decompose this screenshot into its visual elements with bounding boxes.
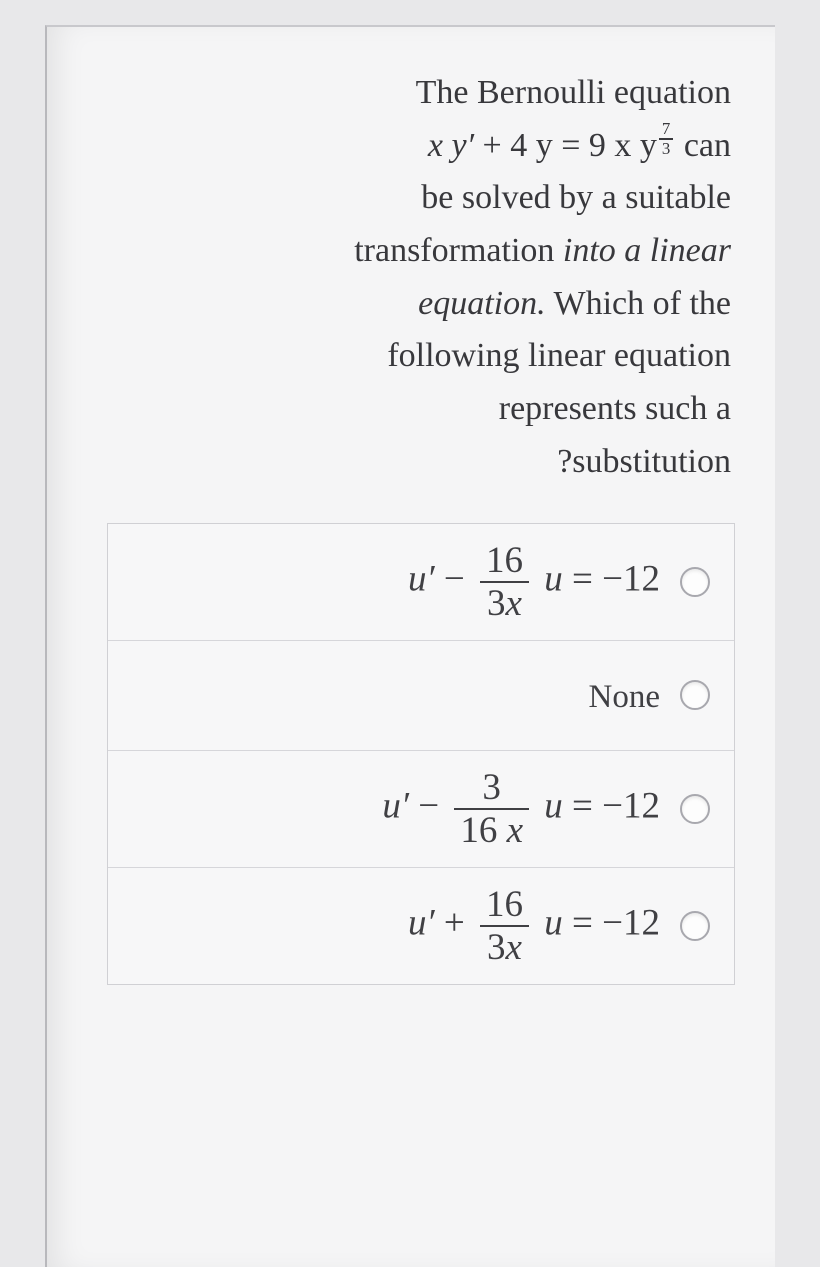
question-line-4: transformation into a linear <box>107 225 731 278</box>
opt-none-label: None <box>589 679 660 715</box>
question-line-7: represents such a <box>107 383 731 436</box>
option-text: None <box>126 674 680 717</box>
question-line-3: be solved by a suitable <box>107 172 731 225</box>
eq-lhs-prefix: x y <box>428 127 467 164</box>
option-equation: u′ − 163x u = −12 <box>126 542 680 622</box>
eq-lhs-mid: + 4 y = 9 x y <box>474 127 657 164</box>
eq-exp-num: 7 <box>659 120 673 140</box>
opt-frac-num: 16 <box>480 542 529 583</box>
question-line-2-suffix: can <box>684 127 731 164</box>
question-line-5: equation. Which of the <box>107 278 731 331</box>
opt-frac-num: 3 <box>454 769 529 810</box>
opt-sign: − <box>435 558 474 599</box>
opt-sign: − <box>409 785 448 826</box>
option-equation: u′ + 163x u = −12 <box>126 886 680 966</box>
radio-button[interactable] <box>680 794 710 824</box>
question-line-1: The Bernoulli equation <box>107 67 731 120</box>
opt-uprime: u′ <box>408 902 435 943</box>
opt-sign: + <box>435 902 474 943</box>
question-line-2: x y′ + 4 y = 9 x y73 can <box>107 120 731 173</box>
eq-exp-den: 3 <box>659 140 673 158</box>
question-line-4b: into a linear <box>563 232 731 269</box>
question-line-5b: Which of the <box>546 285 731 322</box>
radio-button[interactable] <box>680 567 710 597</box>
radio-button[interactable] <box>680 911 710 941</box>
opt-tail: u = −12 <box>535 558 660 599</box>
opt-uprime: u′ <box>408 558 435 599</box>
eq-prime: ′ <box>467 127 474 164</box>
opt-frac-num: 16 <box>480 886 529 927</box>
option-row[interactable]: u′ − 316 x u = −12 <box>108 751 734 868</box>
question-text: The Bernoulli equation x y′ + 4 y = 9 x … <box>107 67 735 489</box>
opt-frac-den: 3x <box>487 583 522 624</box>
question-line-8: ?substitution <box>107 436 731 489</box>
opt-uprime: u′ <box>382 785 409 826</box>
options-list: u′ − 163x u = −12 None u′ − 316 x u = −1… <box>107 523 735 985</box>
question-card: The Bernoulli equation x y′ + 4 y = 9 x … <box>45 25 775 1267</box>
opt-frac-den: 3x <box>487 927 522 968</box>
question-line-6: following linear equation <box>107 330 731 383</box>
question-line-5a: equation. <box>418 285 545 322</box>
option-row[interactable]: u′ − 163x u = −12 <box>108 524 734 641</box>
radio-button[interactable] <box>680 680 710 710</box>
option-row[interactable]: None <box>108 641 734 751</box>
opt-tail: u = −12 <box>535 785 660 826</box>
opt-tail: u = −12 <box>535 902 660 943</box>
opt-frac-den: 16 x <box>460 810 523 851</box>
option-row[interactable]: u′ + 163x u = −12 <box>108 868 734 984</box>
question-line-4a: transformation <box>354 232 563 269</box>
option-equation: u′ − 316 x u = −12 <box>126 769 680 849</box>
